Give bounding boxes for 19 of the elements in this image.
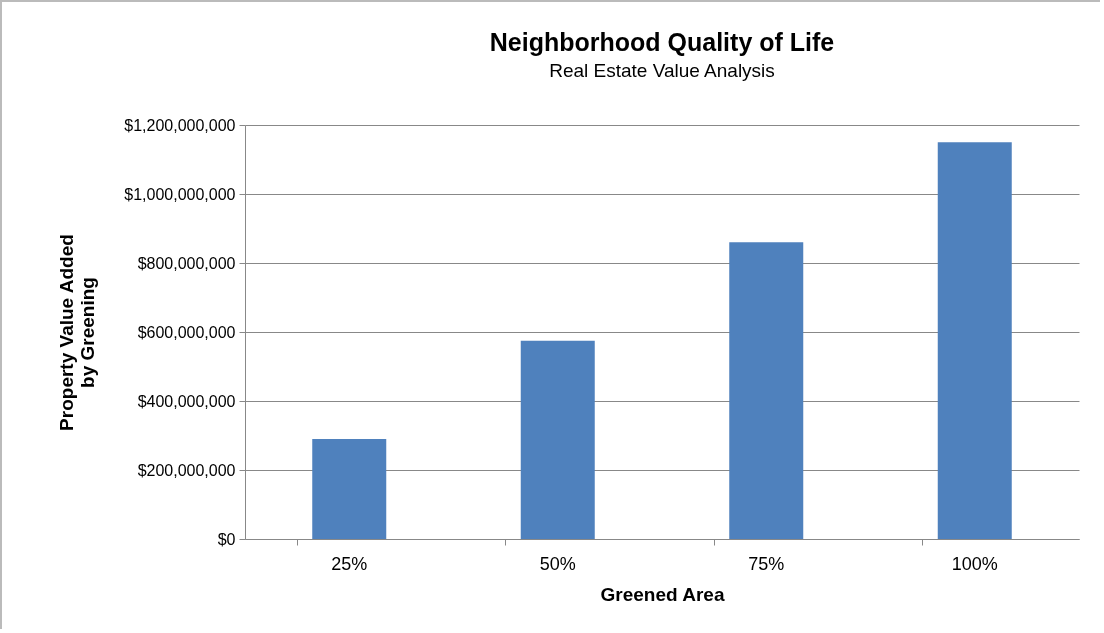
- x-tick-label: 75%: [748, 553, 785, 574]
- y-tick-label: $0: [217, 530, 236, 548]
- y-axis-title: Property Value Added by Greening: [56, 234, 99, 431]
- bar: [729, 242, 804, 539]
- y-tick-label: $1,200,000,000: [124, 116, 236, 134]
- x-tick-label: 25%: [331, 553, 368, 574]
- bar: [312, 438, 387, 539]
- y-tick-label: $600,000,000: [137, 323, 236, 341]
- x-tick-label: 50%: [539, 553, 576, 574]
- x-tick-label: 100%: [951, 553, 998, 574]
- x-axis-title: Greened Area: [600, 583, 725, 605]
- y-tick-label: $800,000,000: [137, 254, 236, 272]
- bar: [520, 340, 595, 539]
- bar: [937, 142, 1012, 539]
- y-tick-label: $200,000,000: [137, 461, 236, 479]
- y-tick-label: $400,000,000: [137, 392, 236, 410]
- chart-subtitle: Real Estate Value Analysis: [549, 60, 775, 81]
- y-tick-label: $1,000,000,000: [124, 185, 236, 203]
- chart-title: Neighborhood Quality of Life: [489, 28, 835, 56]
